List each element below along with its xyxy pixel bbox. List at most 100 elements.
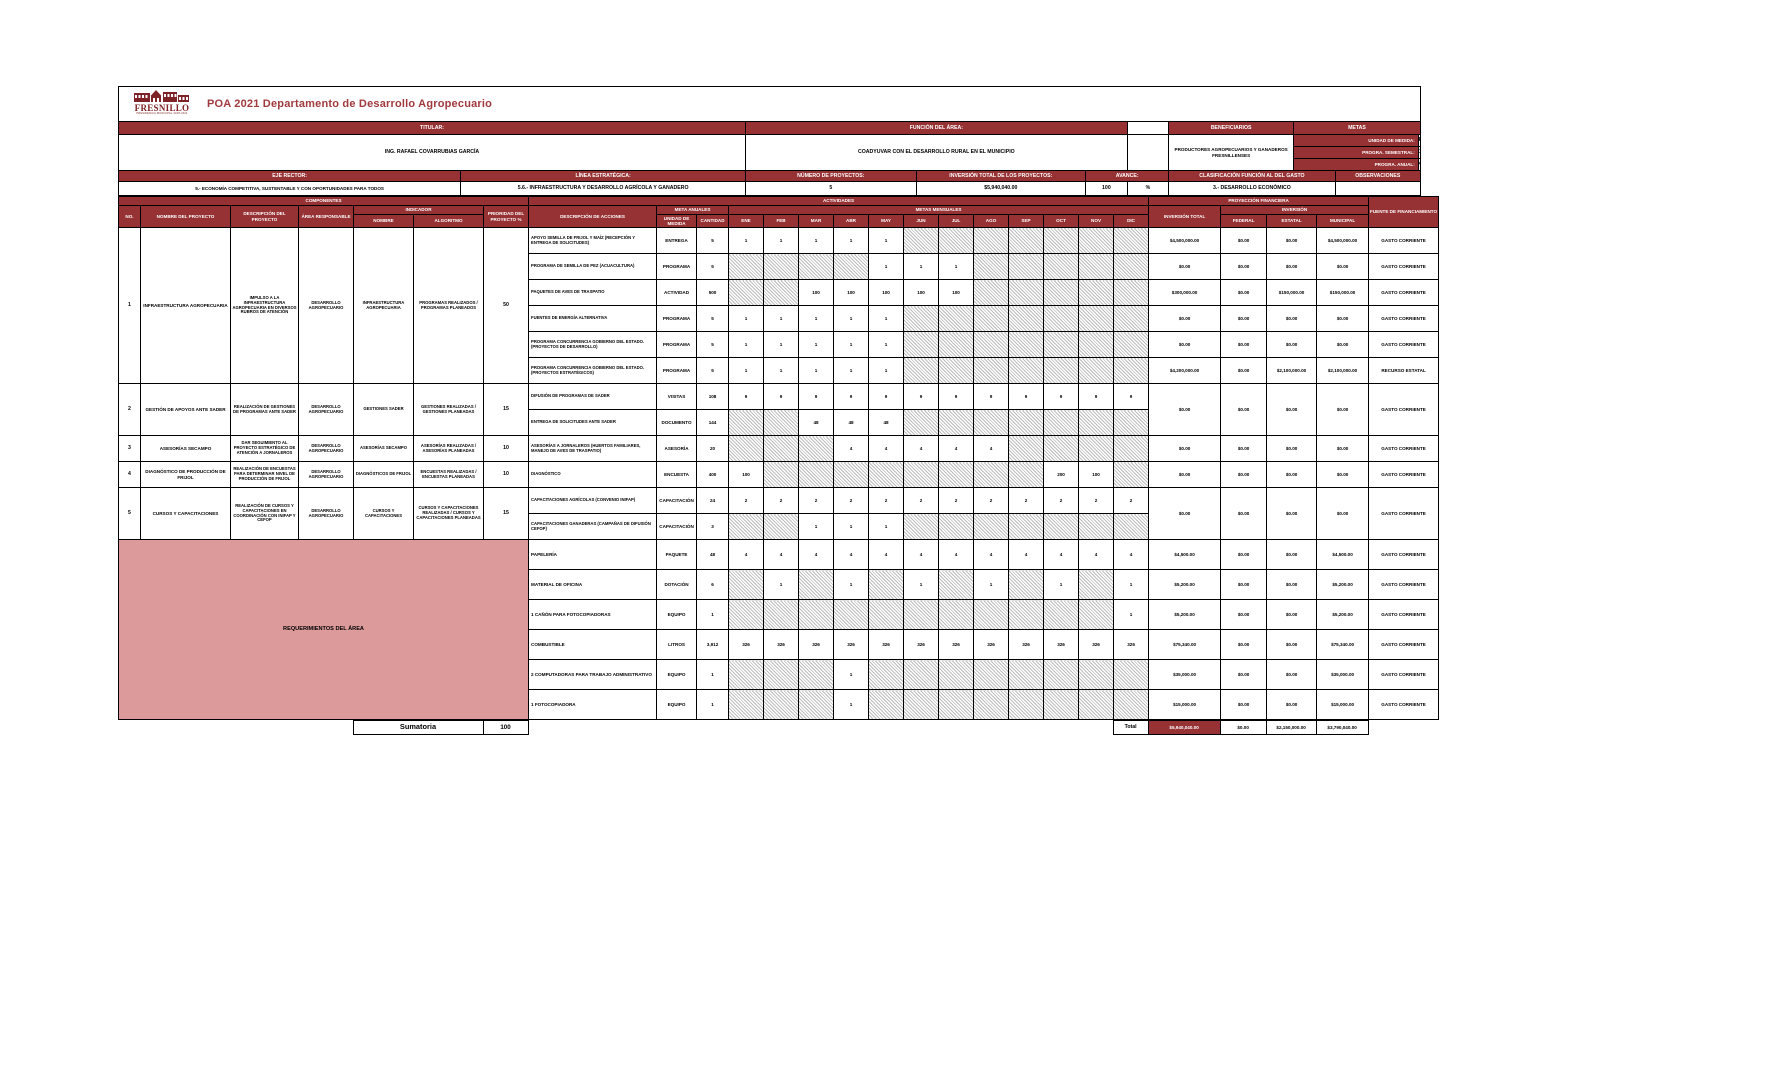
cell-federal: $0.00 — [1220, 253, 1268, 280]
cell-mes-dic: 326 — [1113, 629, 1150, 660]
cell-mes-ene — [728, 569, 765, 600]
cell-mes-mar: 100 — [798, 279, 835, 306]
cell-cantidad: 1 — [696, 659, 730, 690]
cell-mes-jun — [903, 689, 940, 720]
col-federal: FEDERAL — [1220, 214, 1268, 228]
cell-mes-jun: 2 — [903, 487, 940, 514]
cell-mes-jul — [938, 227, 975, 254]
cell-mes-sep — [1008, 253, 1045, 280]
cell-mes-jul — [938, 331, 975, 358]
cell-municipal: $2,100,000.00 — [1316, 357, 1370, 384]
cell-unidad-medida: EQUIPO — [656, 659, 698, 690]
cell-municipal: $5,200.00 — [1316, 569, 1370, 600]
cell-accion-descripcion: DIFUSIÓN DE PROGRAMAS DE SADER — [528, 383, 658, 410]
cell-cantidad: 1 — [696, 599, 730, 630]
col-inversion-total: INVERSIÓN TOTAL — [1148, 205, 1222, 228]
cell-unidad-medida: ENCUESTA — [656, 461, 698, 488]
cell-mes-feb: 4 — [763, 539, 800, 570]
cell-mes-abr: 326 — [833, 629, 870, 660]
cell-mes-oct — [1043, 279, 1080, 306]
table-row: FUENTES DE ENERGÍA ALTERNATIVA PROGRAMA 5 1… — [119, 305, 1440, 332]
cell-unidad-medida: ACTIVIDAD — [656, 279, 698, 306]
cell-cantidad: 5 — [696, 253, 730, 280]
cell-mes-dic — [1113, 253, 1150, 280]
cell-unidad-medida: DOCUMENTO — [656, 409, 698, 436]
cell-accion-descripcion: APOYO SEMILLA DE FRIJOL Y MAÍZ (RECEPCIÓ… — [528, 227, 658, 254]
cell-mes-ene: 1 — [728, 305, 765, 332]
beneficiarios-label: BENEFICIARIOS — [1168, 121, 1295, 135]
cell-mes-abr: 2 — [833, 487, 870, 514]
cell-mes-jun — [903, 305, 940, 332]
cell-cantidad: 400 — [696, 461, 730, 488]
num-proyectos-label: NÚMERO DE PROYECTOS: — [744, 170, 917, 182]
sumatoria-label: Sumatoria — [352, 720, 484, 735]
cell-project-no: 3 — [118, 435, 141, 462]
cell-mes-abr — [833, 599, 870, 630]
cell-mes-feb — [763, 461, 800, 488]
cell-federal: $0.00 — [1220, 689, 1268, 720]
cell-mes-jul: 326 — [938, 629, 975, 660]
table-row-requerimiento: COMBUSTIBLE LITROS 3,912 326 326 326 326 326 326… — [119, 629, 1440, 660]
cell-mes-may: 100 — [868, 279, 905, 306]
col-cantidad: CANTIDAD — [696, 214, 730, 228]
cell-indicador-nombre: GESTIONES SADER — [353, 383, 414, 436]
cell-mes-oct — [1043, 513, 1080, 540]
cell-federal: $0.00 — [1220, 435, 1268, 462]
cell-municipal: $0.00 — [1316, 435, 1370, 462]
cell-unidad-medida: PAQUETE — [656, 539, 698, 570]
cell-mes-oct: 1 — [1043, 569, 1080, 600]
cell-mes-may — [868, 659, 905, 690]
cell-mes-may: 1 — [868, 305, 905, 332]
funcion-value: COADYUVAR CON EL DESARROLLO RURAL EN EL … — [744, 134, 1128, 171]
cell-mes-jul: 4 — [938, 539, 975, 570]
cell-federal: $0.00 — [1220, 629, 1268, 660]
cell-mes-ene — [728, 689, 765, 720]
cell-mes-ene: 1 — [728, 331, 765, 358]
cell-mes-ago: 2 — [973, 487, 1010, 514]
cell-mes-abr: 1 — [833, 305, 870, 332]
clasificacion-label: CLASIFICACIÓN FUNCIÓN AL DEL GASTO — [1168, 170, 1336, 182]
cell-estatal: $2,100,000.00 — [1266, 357, 1318, 384]
cell-mes-abr: 4 — [833, 435, 870, 462]
footer-spacer-mid — [528, 721, 1113, 735]
table-row: PAQUETES DE AVES DE TRASPATIO ACTIVIDAD 50… — [119, 279, 1440, 306]
cell-mes-jul: 100 — [938, 279, 975, 306]
building-icon — [134, 90, 189, 102]
cell-unidad-medida: PROGRAMA — [656, 357, 698, 384]
cell-federal: $0.00 — [1220, 599, 1268, 630]
cell-mes-feb — [763, 279, 800, 306]
cell-requerimiento-descripcion: PAPELERÍA — [528, 539, 658, 570]
cell-mes-jun: 4 — [903, 435, 940, 462]
titular-value: ING. RAFAEL COVARRUBIAS GARCÍA — [118, 134, 746, 171]
cell-mes-jun — [903, 227, 940, 254]
cell-mes-jun: 100 — [903, 279, 940, 306]
cell-mes-ene — [728, 409, 765, 436]
cell-mes-feb: 1 — [763, 569, 800, 600]
cell-mes-jul — [938, 357, 975, 384]
cell-mes-jul — [938, 689, 975, 720]
cell-mes-ago — [973, 461, 1010, 488]
col-mes-feb: FEB — [763, 214, 800, 228]
cell-mes-feb — [763, 599, 800, 630]
group-inversion: INVERSIÓN — [1220, 205, 1370, 215]
cell-mes-mar — [798, 461, 835, 488]
cell-mes-oct — [1043, 357, 1080, 384]
cell-mes-ene — [728, 435, 765, 462]
cell-mes-sep — [1008, 331, 1045, 358]
table-row: 3 ASESORÍAS SECAMPO DAR SEGUIMIENTO AL PRO… — [118, 435, 1440, 462]
cell-inversion-total: $35,000.00 — [1148, 659, 1222, 690]
cell-mes-may: 1 — [868, 227, 905, 254]
cell-inversion-total: $4,200,000.00 — [1148, 357, 1222, 384]
table-row: ENTREGA DE SOLICITUDES ANTE SADER DOCUMEN… — [119, 409, 1439, 436]
cell-mes-jul — [938, 659, 975, 690]
cell-indicador-algoritmo: ENCUESTAS REALIZADAS / ENCUESTAS PLANEAD… — [413, 461, 484, 488]
cell-mes-jun — [903, 513, 940, 540]
cell-accion-descripcion: PAQUETES DE AVES DE TRASPATIO — [528, 279, 658, 306]
cell-estatal: $0.00 — [1266, 569, 1318, 600]
avance-value: 100 — [1085, 181, 1128, 196]
cell-mes-jun — [903, 461, 940, 488]
cell-municipal: $5,200.00 — [1316, 599, 1370, 630]
table-row: 5 CURSOS Y CAPACITACIONES REALIZACIÓN DE C… — [118, 487, 1440, 540]
cell-mes-dic — [1113, 305, 1150, 332]
cell-mes-mar: 1 — [798, 331, 835, 358]
